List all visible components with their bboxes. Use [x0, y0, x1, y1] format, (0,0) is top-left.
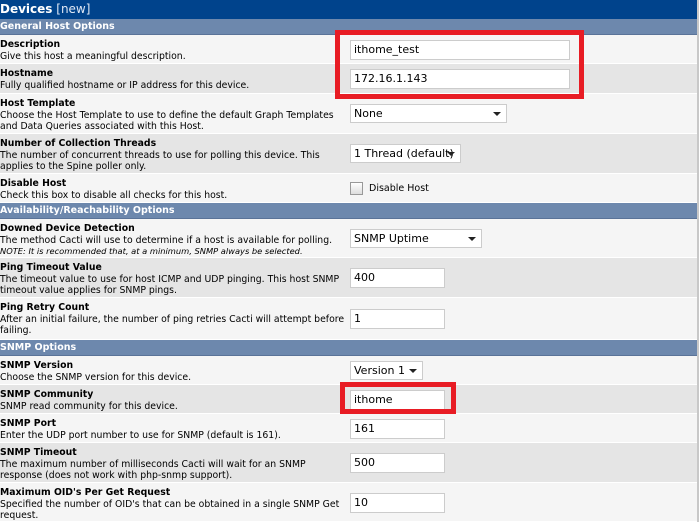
downed-detection-select[interactable]: SNMP Uptime — [350, 229, 482, 248]
field-label: Number of Collection Threads The number o… — [0, 138, 345, 173]
chevron-down-icon — [468, 237, 476, 241]
form-row-host-template: Host Template Choose the Host Template to… — [0, 94, 697, 134]
selected-value: Version 1 — [354, 364, 405, 377]
field-description: SNMP read community for this device. — [0, 400, 178, 412]
field-title: Ping Timeout Value — [0, 262, 102, 273]
form-row-max-oids: Maximum OID's Per Get Request Specified t… — [0, 483, 697, 522]
field-description: Specified the number of OID's that can b… — [0, 498, 340, 522]
max-oids-input[interactable]: 10 — [350, 493, 445, 513]
host-template-select[interactable]: None — [350, 104, 507, 123]
title-text: Devices — [0, 2, 53, 16]
field-title: SNMP Timeout — [0, 447, 77, 458]
form-row-snmp-community: SNMP Community SNMP read community for th… — [0, 385, 697, 414]
form-row-ping-timeout: Ping Timeout Value The timeout value to u… — [0, 258, 697, 298]
form-row-snmp-port: SNMP Port Enter the UDP port number to us… — [0, 414, 697, 443]
selected-value: 1 Thread (default) — [354, 147, 454, 160]
disable-host-checkbox[interactable]: Disable Host — [350, 182, 429, 195]
form-row-hostname: Hostname Fully qualified hostname or IP a… — [0, 64, 697, 94]
field-description: Choose the SNMP version for this device. — [0, 371, 192, 383]
snmp-port-input[interactable]: 161 — [350, 419, 445, 439]
field-title: Description — [0, 39, 61, 50]
section-header-general: General Host Options — [0, 19, 697, 35]
section-header-availability: Availability/Reachability Options — [0, 203, 697, 219]
form-row-ping-retry: Ping Retry Count After an initial failure… — [0, 298, 697, 340]
field-description: Fully qualified hostname or IP address f… — [0, 79, 250, 91]
field-label: Ping Retry Count After an initial failure… — [0, 302, 345, 337]
field-label: SNMP Version Choose the SNMP version for … — [0, 360, 345, 383]
field-title: SNMP Version — [0, 360, 74, 371]
threads-select[interactable]: 1 Thread (default) — [350, 144, 461, 163]
hostname-input[interactable]: 172.16.1.143 — [350, 69, 570, 89]
snmp-timeout-input[interactable]: 500 — [350, 453, 445, 473]
field-label: Ping Timeout Value The timeout value to u… — [0, 262, 345, 297]
selected-value: None — [354, 107, 383, 120]
field-note: NOTE: It is recommended that, at a minim… — [0, 246, 303, 256]
field-description: The timeout value to use for host ICMP a… — [0, 273, 340, 297]
field-label: Disable Host Check this box to disable al… — [0, 178, 345, 201]
field-title: Hostname — [0, 68, 54, 79]
field-description: Give this host a meaningful description. — [0, 50, 186, 62]
field-label: Description Give this host a meaningful d… — [0, 39, 345, 62]
form-row-snmp-version: SNMP Version Choose the SNMP version for … — [0, 356, 697, 385]
ping-retry-input[interactable]: 1 — [350, 309, 445, 329]
chevron-down-icon — [493, 112, 501, 116]
field-label: Maximum OID's Per Get Request Specified t… — [0, 487, 345, 522]
field-title: Number of Collection Threads — [0, 138, 157, 149]
form-row-description: Description Give this host a meaningful d… — [0, 35, 697, 64]
ping-timeout-input[interactable]: 400 — [350, 268, 445, 288]
field-label: Hostname Fully qualified hostname or IP a… — [0, 68, 345, 91]
field-label: SNMP Timeout The maximum number of millis… — [0, 447, 345, 482]
checkbox-label: Disable Host — [369, 183, 429, 194]
checkbox-icon[interactable] — [350, 182, 363, 195]
title-suffix: [new] — [56, 2, 91, 16]
field-description: Check this box to disable all checks for… — [0, 189, 228, 201]
section-header-snmp: SNMP Options — [0, 340, 697, 356]
field-title: SNMP Port — [0, 418, 57, 429]
snmp-community-input[interactable]: ithome — [350, 390, 445, 410]
field-label: SNMP Community SNMP read community for th… — [0, 389, 345, 412]
page-title: Devices [new] — [0, 0, 697, 19]
field-label: SNMP Port Enter the UDP port number to us… — [0, 418, 345, 441]
form-row-snmp-timeout: SNMP Timeout The maximum number of millis… — [0, 443, 697, 483]
form-row-disable-host: Disable Host Check this box to disable al… — [0, 174, 697, 203]
chevron-down-icon — [447, 152, 455, 156]
field-description: Choose the Host Template to use to defin… — [0, 109, 334, 133]
field-title: Downed Device Detection — [0, 223, 135, 234]
field-title: SNMP Community — [0, 389, 94, 400]
chevron-down-icon — [409, 369, 417, 373]
field-description: After an initial failure, the number of … — [0, 313, 345, 337]
form-row-threads: Number of Collection Threads The number o… — [0, 134, 697, 174]
field-title: Maximum OID's Per Get Request — [0, 487, 171, 498]
selected-value: SNMP Uptime — [354, 232, 429, 245]
snmp-version-select[interactable]: Version 1 — [350, 361, 423, 380]
field-description: The maximum number of milliseconds Cacti… — [0, 458, 306, 482]
field-description: The number of concurrent threads to use … — [0, 149, 320, 173]
field-title: Ping Retry Count — [0, 302, 90, 313]
form-row-downed-detection: Downed Device Detection The method Cacti … — [0, 219, 697, 258]
field-title: Disable Host — [0, 178, 67, 189]
field-description: Enter the UDP port number to use for SNM… — [0, 429, 281, 441]
field-description: The method Cacti will use to determine i… — [0, 234, 333, 246]
field-label: Downed Device Detection The method Cacti … — [0, 223, 345, 258]
field-label: Host Template Choose the Host Template to… — [0, 98, 345, 133]
field-title: Host Template — [0, 98, 76, 109]
description-input[interactable]: ithome_test — [350, 40, 570, 60]
